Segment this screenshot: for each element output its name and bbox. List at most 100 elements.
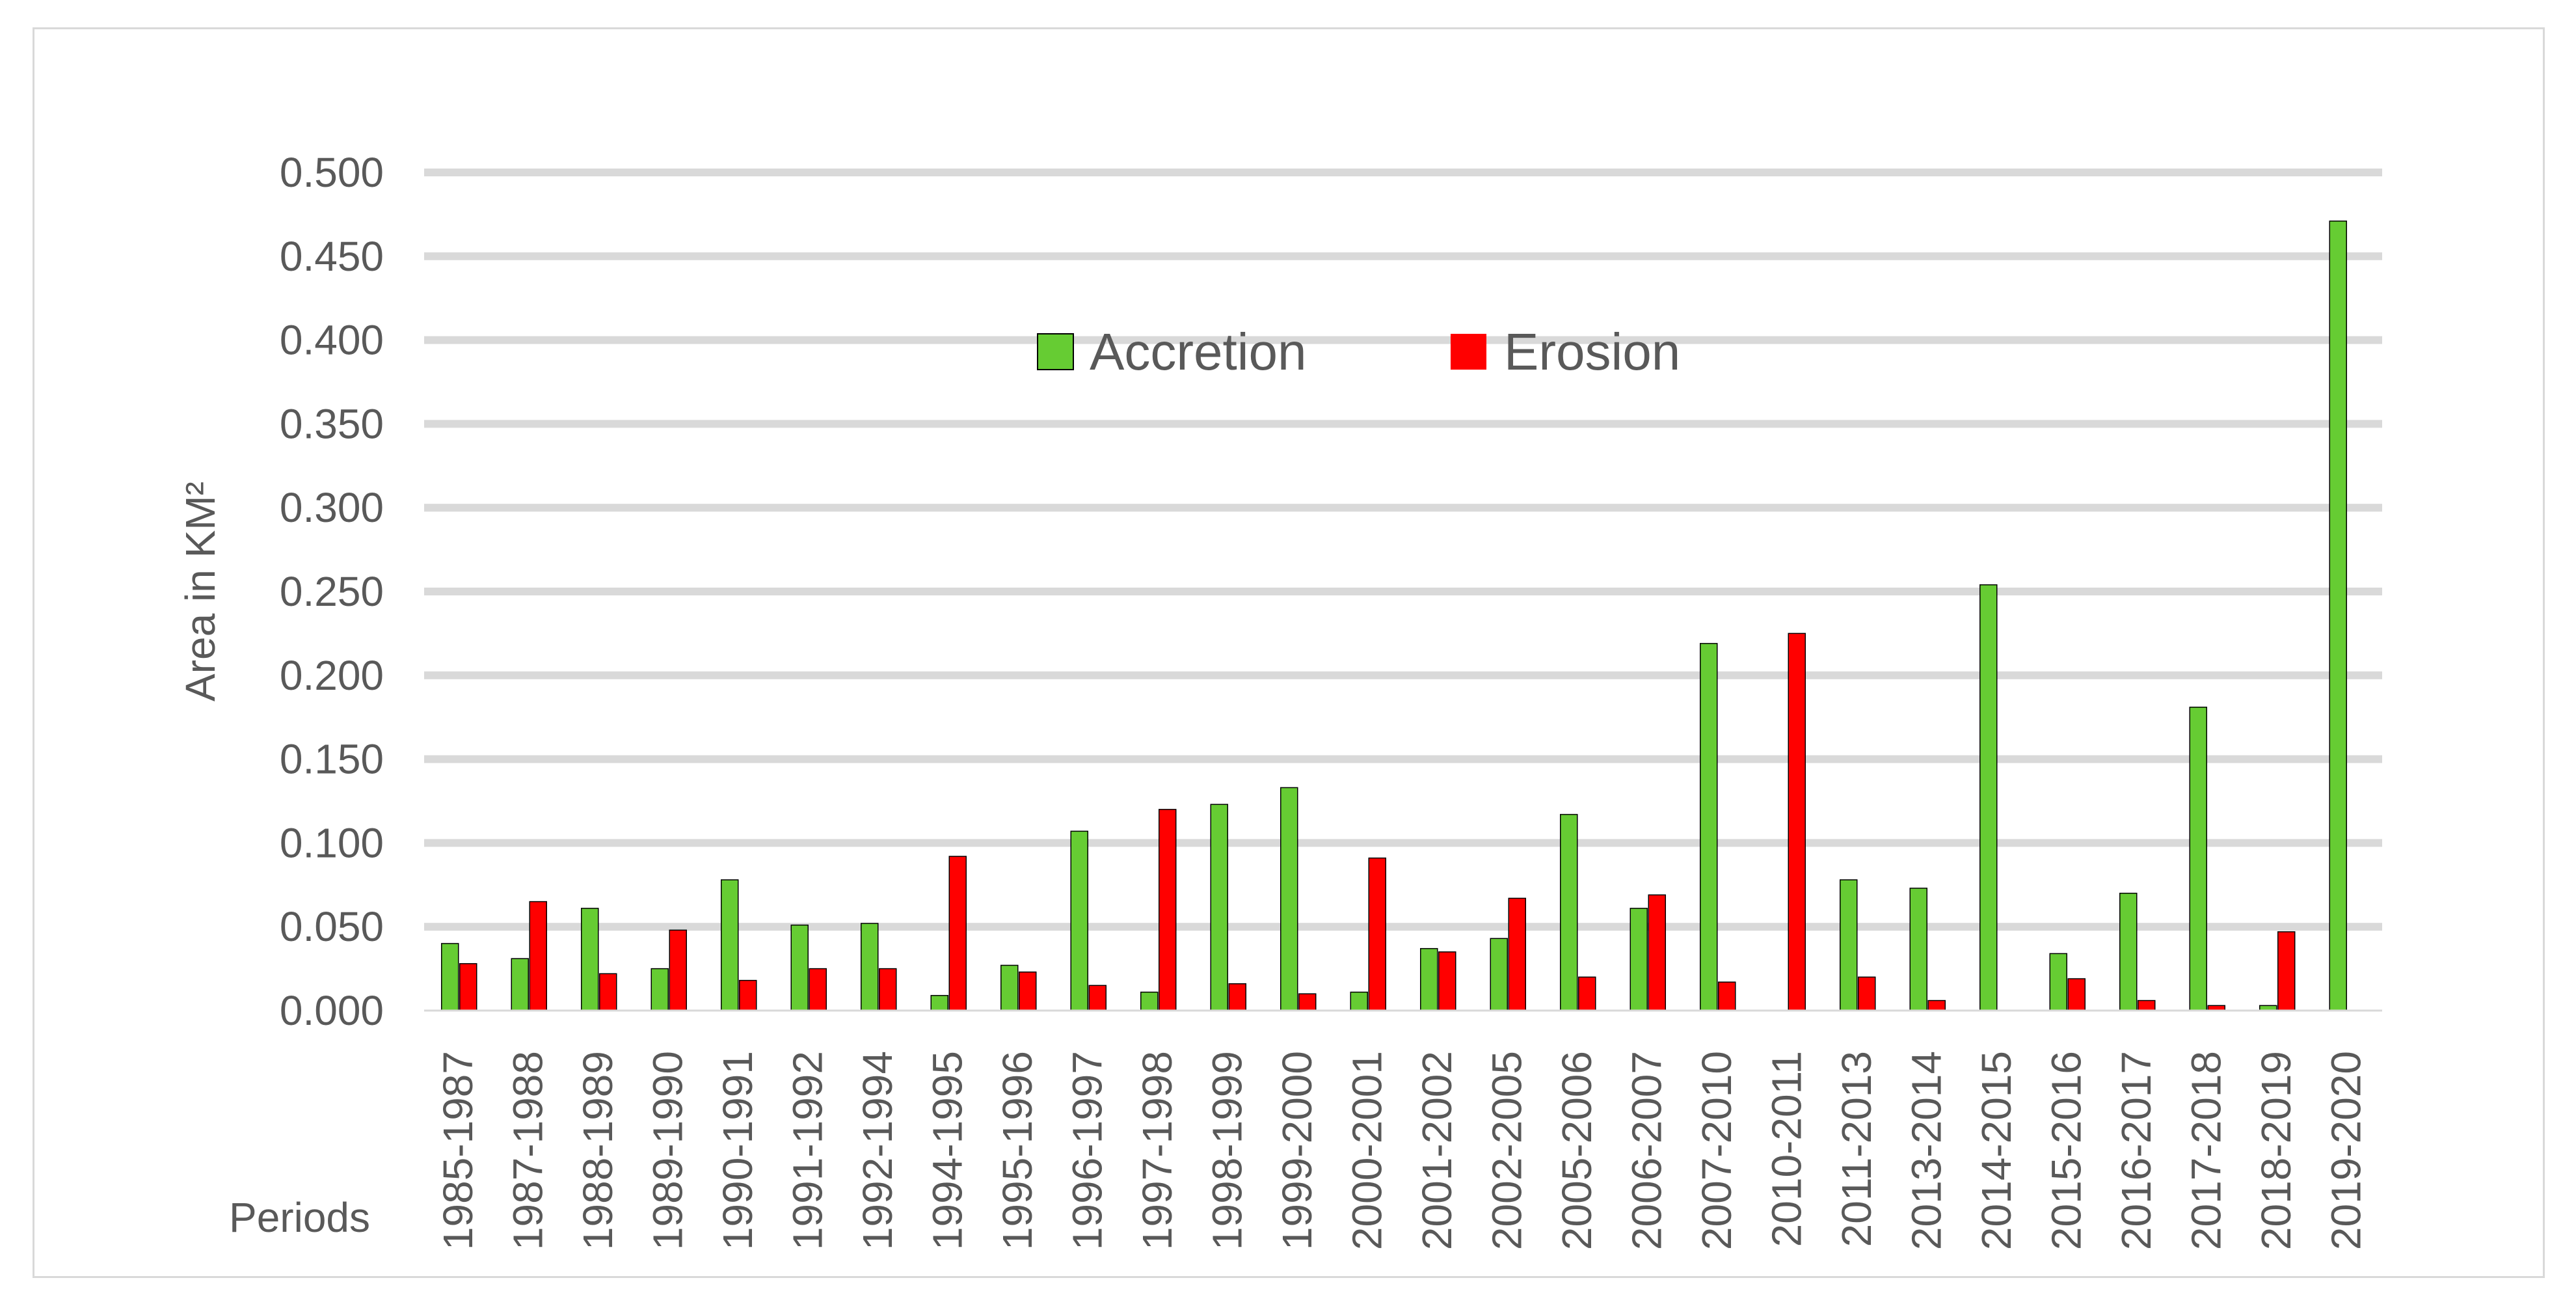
x-tick-label: 2005-2006 — [1553, 1051, 1600, 1250]
bar-accretion — [2119, 892, 2138, 1011]
bar-accretion — [511, 958, 529, 1011]
x-tick-label: 2001-2002 — [1414, 1051, 1460, 1250]
x-tick-label: 2014-2015 — [1973, 1051, 2020, 1250]
x-tick-label: 2013-2014 — [1903, 1051, 1950, 1250]
bars — [441, 220, 2347, 1011]
x-tick-label: 1999-2000 — [1274, 1051, 1321, 1250]
bar-erosion — [1298, 993, 1317, 1011]
bar-erosion — [1858, 976, 1876, 1011]
bar-accretion — [1560, 813, 1578, 1011]
bar-accretion — [1420, 947, 1438, 1011]
legend-label-erosion: Erosion — [1504, 323, 1680, 381]
bar-accretion — [790, 924, 809, 1011]
y-tick-label: 0.300 — [280, 484, 384, 531]
bar-erosion — [1088, 985, 1107, 1011]
x-tick-label: 1990-1991 — [714, 1051, 761, 1250]
bar-accretion — [1700, 643, 1718, 1011]
bar-erosion — [1508, 897, 1526, 1011]
y-tick-labels: 0.000 0.050 0.100 0.150 0.200 0.250 0.300 0.350… — [280, 149, 384, 1034]
bar-erosion — [1368, 857, 1386, 1011]
bar-erosion — [1718, 981, 1736, 1011]
bar-accretion — [581, 908, 599, 1011]
y-tick-label: 0.200 — [280, 652, 384, 699]
x-tick-label: 1989-1990 — [644, 1051, 691, 1250]
x-tick-label: 2016-2017 — [2113, 1051, 2160, 1250]
y-tick-label: 0.250 — [280, 568, 384, 615]
x-tick-label: 1994-1995 — [924, 1051, 971, 1250]
bar-erosion — [529, 901, 547, 1011]
y-tick-label: 0.100 — [280, 819, 384, 866]
bar-accretion — [1979, 584, 1998, 1011]
bar-accretion — [441, 943, 459, 1011]
x-tick-label: 2010-2011 — [1763, 1051, 1810, 1247]
y-axis-title: Area in KM² — [177, 482, 224, 701]
bar-accretion — [2189, 706, 2207, 1011]
bar-erosion — [879, 968, 897, 1011]
chart-frame — [33, 27, 2545, 1278]
bar-erosion — [599, 973, 617, 1011]
bar-erosion — [948, 856, 967, 1011]
x-tick-label: 2006-2007 — [1623, 1051, 1670, 1250]
bar-erosion — [669, 929, 687, 1011]
bar-erosion — [1927, 1000, 1946, 1011]
x-tick-label: 1998-1999 — [1203, 1051, 1250, 1250]
x-tick-label: 2018-2019 — [2253, 1051, 2300, 1250]
x-tick-label: 1985-1987 — [435, 1051, 481, 1250]
x-tick-label: 1996-1997 — [1064, 1051, 1110, 1250]
bar-accretion — [1070, 830, 1088, 1011]
bar-erosion — [1159, 809, 1177, 1011]
x-tick-label: 1995-1996 — [994, 1051, 1041, 1250]
bar-accretion — [1350, 991, 1368, 1011]
bar-erosion — [809, 968, 827, 1011]
x-tick-label: 2015-2016 — [2043, 1051, 2089, 1250]
bar-erosion — [1019, 972, 1037, 1011]
y-tick-label: 0.350 — [280, 400, 384, 447]
bar-erosion — [1228, 983, 1246, 1011]
legend-swatch-accretion — [1037, 333, 1074, 370]
bar-accretion — [861, 923, 879, 1011]
x-tick-label: 1992-1994 — [854, 1051, 901, 1250]
bar-accretion — [930, 995, 948, 1011]
x-tick-label: 2002-2005 — [1483, 1051, 1530, 1250]
y-tick-label: 0.400 — [280, 317, 384, 364]
bar-accretion — [2049, 953, 2067, 1011]
bar-accretion — [1210, 804, 1228, 1011]
bar-accretion — [1280, 787, 1298, 1011]
bar-accretion — [1909, 888, 1927, 1011]
x-tick-label: 2017-2018 — [2182, 1051, 2229, 1250]
bar-accretion — [651, 968, 669, 1011]
x-tick-label: 1987-1988 — [504, 1051, 551, 1250]
bar-erosion — [1438, 951, 1456, 1011]
y-tick-label: 0.050 — [280, 903, 384, 950]
x-axis-title: Periods — [229, 1194, 370, 1241]
bar-accretion — [1840, 879, 1858, 1011]
bar-erosion — [2138, 1000, 2156, 1011]
legend-swatch-erosion — [1451, 334, 1486, 370]
y-tick-label: 0.150 — [280, 736, 384, 783]
bar-erosion — [1788, 633, 1806, 1011]
bar-accretion — [721, 879, 739, 1011]
x-tick-label: 1997-1998 — [1134, 1051, 1181, 1250]
bar-accretion — [1000, 964, 1019, 1011]
x-tick-label: 1988-1989 — [574, 1051, 621, 1250]
x-tick-label: 2000-2001 — [1343, 1051, 1390, 1250]
gridlines — [424, 169, 2382, 931]
y-tick-label: 0.450 — [280, 233, 384, 280]
bar-erosion — [2277, 931, 2296, 1011]
bar-erosion — [2067, 978, 2086, 1011]
bar-erosion — [459, 963, 477, 1011]
x-tick-label: 2011-2013 — [1833, 1051, 1880, 1247]
x-tick-label: 2019-2020 — [2322, 1051, 2369, 1250]
y-tick-label: 0.500 — [280, 149, 384, 196]
legend-label-accretion: Accretion — [1090, 323, 1306, 381]
bar-accretion — [1630, 908, 1648, 1011]
bar-erosion — [739, 979, 757, 1011]
y-tick-label: 0.000 — [280, 987, 384, 1034]
bar-accretion — [1140, 991, 1159, 1011]
bar-accretion — [1490, 938, 1508, 1011]
x-tick-labels: 1985-1987 1987-1988 1988-1989 1989-1990 1990… — [435, 1051, 2370, 1250]
bar-accretion — [2329, 220, 2347, 1011]
bar-erosion — [1648, 894, 1666, 1011]
x-tick-label: 2007-2010 — [1693, 1051, 1740, 1250]
